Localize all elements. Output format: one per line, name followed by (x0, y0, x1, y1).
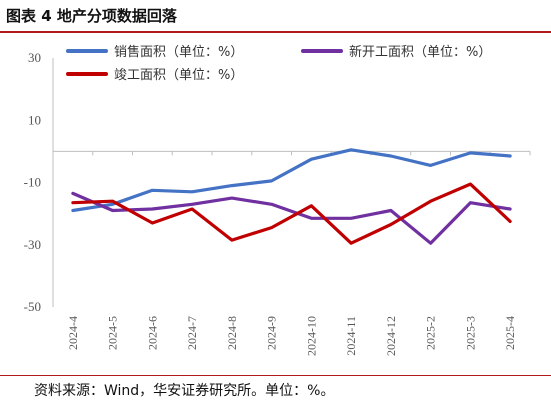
series-line-2 (71, 191, 512, 245)
x-tick-label: 2024-6 (145, 316, 159, 350)
header-rule (0, 31, 551, 33)
x-tick-label: 2024-12 (384, 316, 398, 356)
x-tick-label: 2024-5 (106, 316, 120, 350)
x-tick-label: 2025-2 (424, 316, 438, 350)
x-tick-label: 2024-9 (265, 316, 279, 350)
x-tick-label: 2025-3 (463, 316, 477, 350)
series-line-1 (71, 148, 512, 213)
x-tick-label: 2024-4 (66, 316, 80, 350)
legend-label: 新开工面积（单位：%） (349, 44, 491, 60)
source-note: 资料来源：Wind，华安证券研究所。单位：%。 (34, 383, 335, 399)
y-tick-label: 10 (28, 112, 41, 127)
series-line-3 (71, 182, 512, 245)
x-tick-label: 2024-7 (185, 316, 199, 350)
figure-header: 图表 4 地产分项数据回落 (0, 0, 551, 33)
x-tick-label: 2024-8 (225, 316, 239, 350)
x-tick-label: 2024-11 (344, 316, 358, 356)
legend-label: 竣工面积（单位：%） (114, 68, 243, 83)
figure-title: 图表 4 地产分项数据回落 (6, 7, 177, 25)
line-chart: 30 10 -10 -30 -50 2024-4 2024-5 2024-6 2024-7 202… (24, 44, 531, 356)
y-tick-label: -50 (24, 299, 41, 314)
x-tick-label: 2024-10 (304, 316, 318, 356)
y-tick-label: 30 (28, 50, 41, 65)
y-tick-label: -30 (24, 237, 41, 252)
y-tick-label: -10 (24, 175, 41, 190)
legend-label: 销售面积（单位：%） (114, 44, 243, 60)
footer-rule (0, 375, 551, 376)
x-tick-label: 2025-4 (503, 316, 517, 350)
